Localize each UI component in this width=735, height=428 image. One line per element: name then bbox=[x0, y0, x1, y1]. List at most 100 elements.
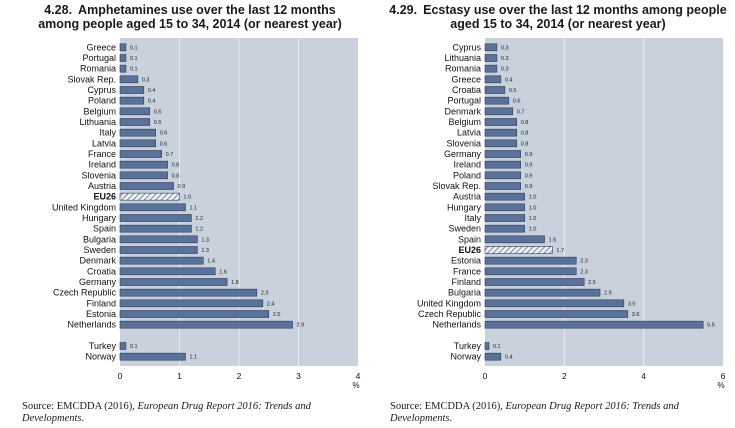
category-label: United Kingdom bbox=[417, 298, 481, 308]
bar bbox=[119, 256, 204, 265]
category-label: Cyprus bbox=[87, 85, 116, 95]
category-label: Ireland bbox=[88, 160, 116, 170]
value-label: 1.5 bbox=[549, 237, 557, 243]
chart-title-line2: among people aged 15 to 34, 2014 (or nea… bbox=[38, 17, 342, 31]
bar bbox=[119, 128, 157, 137]
source-suffix: . bbox=[449, 413, 453, 424]
bar bbox=[119, 203, 186, 212]
chart-title: 4.29. Ecstasy use over the last 12 months… bbox=[378, 3, 735, 31]
bar bbox=[484, 342, 490, 350]
value-label: 2.3 bbox=[580, 259, 588, 265]
value-label: 0.8 bbox=[521, 131, 529, 137]
value-label: 1.1 bbox=[189, 355, 197, 361]
chart-title-line2: aged 15 to 34, 2014 (or nearest year) bbox=[450, 17, 666, 31]
value-label: 2.3 bbox=[580, 269, 588, 275]
value-label: 1.0 bbox=[529, 227, 537, 233]
category-label: Turkey bbox=[89, 341, 117, 351]
value-label: 2.9 bbox=[297, 323, 305, 329]
category-label: Romania bbox=[80, 64, 116, 74]
category-label: Czech Republic bbox=[53, 288, 117, 298]
bar bbox=[484, 160, 522, 169]
category-label: France bbox=[453, 266, 481, 276]
category-label: United Kingdom bbox=[52, 202, 116, 212]
category-label: Croatia bbox=[452, 85, 481, 95]
category-label: Denmark bbox=[444, 106, 481, 116]
bar bbox=[119, 150, 162, 158]
category-label: Bulgaria bbox=[448, 288, 481, 298]
bar bbox=[119, 86, 145, 94]
value-label: 0.3 bbox=[142, 77, 150, 83]
category-label: Austria bbox=[453, 192, 481, 202]
value-label: 1.7 bbox=[556, 248, 564, 254]
bar bbox=[119, 160, 168, 169]
category-label: Estonia bbox=[451, 256, 481, 266]
value-label: 0.1 bbox=[130, 67, 138, 73]
category-label: EU26 bbox=[458, 245, 481, 255]
category-label: Sweden bbox=[83, 245, 116, 255]
value-label: 0.5 bbox=[154, 120, 162, 126]
x-tick-label: 4 bbox=[641, 371, 646, 381]
category-label: Cyprus bbox=[452, 42, 481, 52]
category-label: Denmark bbox=[79, 256, 116, 266]
bar bbox=[119, 171, 168, 180]
bar-highlight bbox=[484, 246, 553, 254]
category-label: Hungary bbox=[447, 202, 482, 212]
x-tick-label: 0 bbox=[118, 371, 123, 381]
category-label: Spain bbox=[458, 234, 481, 244]
bar bbox=[484, 43, 498, 52]
bar bbox=[119, 118, 151, 126]
category-label: Lithuania bbox=[79, 117, 116, 127]
value-label: 0.1 bbox=[130, 56, 138, 62]
value-label: 0.4 bbox=[148, 99, 156, 105]
bar bbox=[119, 214, 192, 222]
bar bbox=[119, 352, 186, 361]
bar bbox=[484, 54, 498, 62]
value-label: 2.5 bbox=[588, 280, 596, 286]
bar bbox=[484, 150, 522, 158]
category-label: Netherlands bbox=[432, 320, 481, 330]
x-tick-label: 4 bbox=[356, 371, 361, 381]
bar bbox=[119, 320, 293, 329]
category-label: Slovak Rep. bbox=[432, 181, 481, 191]
bar bbox=[484, 128, 518, 137]
x-axis-unit: % bbox=[717, 381, 724, 390]
category-label: France bbox=[88, 149, 116, 159]
bar bbox=[484, 256, 577, 265]
bar bbox=[119, 235, 198, 244]
value-label: 1.6 bbox=[219, 269, 227, 275]
value-label: 0.8 bbox=[172, 173, 180, 179]
bar bbox=[119, 182, 174, 190]
bar bbox=[119, 224, 192, 233]
category-label: Sweden bbox=[448, 224, 481, 234]
category-label: Belgium bbox=[448, 117, 481, 127]
value-label: 0.4 bbox=[505, 355, 513, 361]
bar bbox=[484, 86, 506, 94]
category-label: Czech Republic bbox=[418, 309, 482, 319]
category-label: Estonia bbox=[86, 309, 116, 319]
bar-highlight bbox=[119, 192, 180, 201]
bar bbox=[484, 182, 522, 190]
bar-chart-ecstasy: 0 2 4 6% Cyprus 0.3 Lithuania 0.3 Romania 0.3 Gree… bbox=[417, 38, 726, 390]
bar bbox=[484, 352, 502, 361]
value-label: 0.6 bbox=[160, 131, 168, 137]
value-label: 2.4 bbox=[267, 301, 275, 307]
category-label: Romania bbox=[445, 64, 481, 74]
bar bbox=[119, 107, 151, 116]
bar bbox=[119, 96, 145, 105]
bar bbox=[484, 171, 522, 180]
value-label: 0.1 bbox=[493, 344, 501, 350]
x-tick-label: 1 bbox=[177, 371, 182, 381]
category-label: Latvia bbox=[92, 138, 116, 148]
category-label: Belgium bbox=[83, 106, 116, 116]
category-label: Netherlands bbox=[67, 320, 116, 330]
bar bbox=[119, 267, 216, 276]
value-label: 0.8 bbox=[172, 163, 180, 169]
value-label: 1.2 bbox=[195, 227, 203, 233]
value-label: 0.9 bbox=[178, 184, 186, 190]
x-tick-label: 6 bbox=[721, 371, 726, 381]
bar-chart-amphetamines: 0 1 2 3 4% Greece 0.1 Portugal 0.1 Romania 0.1 Slov… bbox=[52, 38, 361, 390]
value-label: 1.3 bbox=[201, 248, 209, 254]
bar bbox=[119, 64, 127, 73]
value-label: 0.1 bbox=[130, 344, 138, 350]
chart-title: 4.28. Amphetamines use over the last 12 m… bbox=[10, 3, 370, 31]
